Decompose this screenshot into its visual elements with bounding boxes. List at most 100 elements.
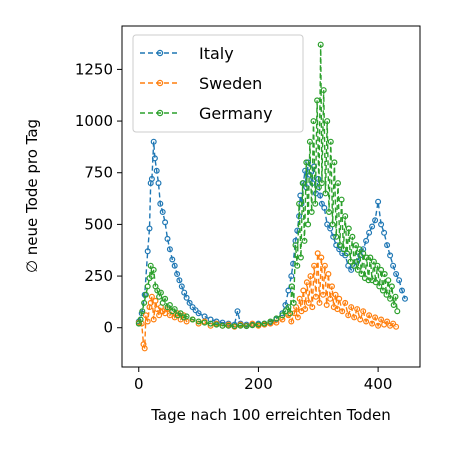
data-point-sweden [296, 295, 303, 302]
data-point-sweden [329, 283, 336, 290]
data-point-germany [388, 283, 395, 290]
data-point-sweden [309, 304, 316, 311]
series-italy [135, 138, 409, 328]
data-point-germany [237, 322, 244, 329]
data-point-italy [186, 299, 193, 306]
legend-marker-germany [156, 109, 164, 117]
data-point-sweden [369, 320, 376, 327]
data-point-germany [365, 277, 372, 284]
data-point-sweden [381, 321, 388, 328]
data-point-germany [310, 118, 317, 125]
data-point-italy [399, 287, 406, 294]
data-point-sweden [384, 318, 391, 325]
data-point-italy [162, 219, 169, 226]
data-point-germany [344, 250, 351, 257]
data-point-italy [159, 209, 166, 216]
data-point-germany [183, 313, 190, 320]
data-point-germany [333, 233, 340, 240]
data-point-germany [390, 302, 397, 309]
data-point-germany [142, 291, 149, 298]
data-point-germany [327, 138, 334, 145]
data-point-italy [148, 175, 155, 182]
data-point-italy [321, 204, 328, 211]
data-point-sweden [363, 318, 370, 325]
data-point-italy [396, 277, 403, 284]
data-point-germany [374, 262, 381, 269]
y-tick-label: 1000 [75, 112, 113, 130]
data-point-germany [137, 316, 144, 323]
data-point-sweden [305, 299, 312, 306]
data-point-germany [335, 180, 342, 187]
data-point-sweden [311, 262, 318, 269]
data-point-italy [192, 307, 199, 314]
data-point-sweden [345, 312, 352, 319]
data-point-germany [318, 180, 325, 187]
data-point-germany [299, 180, 306, 187]
data-point-sweden [339, 308, 346, 315]
data-point-germany [336, 242, 343, 249]
data-point-sweden [152, 297, 159, 304]
data-point-sweden [336, 295, 343, 302]
data-point-italy [207, 316, 214, 323]
data-point-germany [329, 221, 336, 228]
data-point-germany [231, 323, 238, 330]
data-point-germany [243, 323, 250, 330]
data-point-sweden [348, 304, 355, 311]
data-point-germany [367, 254, 374, 261]
data-point-germany [148, 273, 155, 280]
data-point-sweden [325, 271, 332, 278]
data-point-germany [296, 200, 303, 207]
y-tick-label: 250 [84, 267, 113, 285]
data-point-italy [402, 295, 409, 302]
data-point-italy [176, 277, 183, 284]
data-point-italy [348, 266, 355, 273]
data-point-italy [360, 246, 367, 253]
series-layer [135, 41, 409, 352]
data-point-germany [372, 279, 379, 286]
series-germany [135, 41, 401, 330]
data-point-germany [315, 184, 322, 191]
data-point-germany [345, 225, 352, 232]
data-point-italy [195, 310, 202, 317]
data-point-germany [394, 308, 401, 315]
data-point-italy [234, 308, 241, 315]
x-axis-label: Tage nach 100 erreichten Toden [150, 406, 391, 424]
data-point-italy [171, 262, 178, 269]
x-tick-label: 200 [244, 375, 273, 393]
y-tick-label: 750 [84, 164, 113, 182]
data-point-sweden [332, 291, 339, 298]
data-point-germany [219, 322, 226, 329]
data-point-germany [213, 321, 220, 328]
data-point-sweden [303, 279, 310, 286]
x-axis: 0 200 400 [134, 367, 392, 393]
data-point-sweden [357, 316, 364, 323]
data-point-italy [302, 167, 309, 174]
data-point-sweden [156, 312, 163, 319]
data-point-italy [372, 217, 379, 224]
data-point-germany [287, 310, 294, 317]
data-point-italy [166, 246, 173, 253]
data-point-sweden [378, 316, 385, 323]
data-point-italy [317, 192, 324, 199]
data-point-germany [360, 250, 367, 257]
data-point-italy [157, 200, 164, 207]
data-point-germany [376, 283, 383, 290]
data-point-italy [393, 271, 400, 278]
data-point-germany [303, 159, 310, 166]
data-point-italy [146, 225, 153, 232]
data-point-sweden [321, 262, 328, 269]
data-point-italy [183, 294, 190, 301]
data-point-germany [279, 312, 286, 319]
data-point-germany [383, 291, 390, 298]
data-point-sweden [323, 302, 330, 309]
data-point-germany [195, 318, 202, 325]
data-point-sweden [351, 314, 358, 321]
data-point-germany [387, 295, 394, 302]
data-point-sweden [334, 306, 341, 313]
legend-label-germany: Germany [199, 104, 273, 123]
data-point-germany [225, 322, 232, 329]
data-point-germany [273, 315, 280, 322]
data-point-germany [342, 213, 349, 220]
y-tick-label: 0 [103, 319, 113, 337]
data-point-sweden [142, 312, 149, 319]
